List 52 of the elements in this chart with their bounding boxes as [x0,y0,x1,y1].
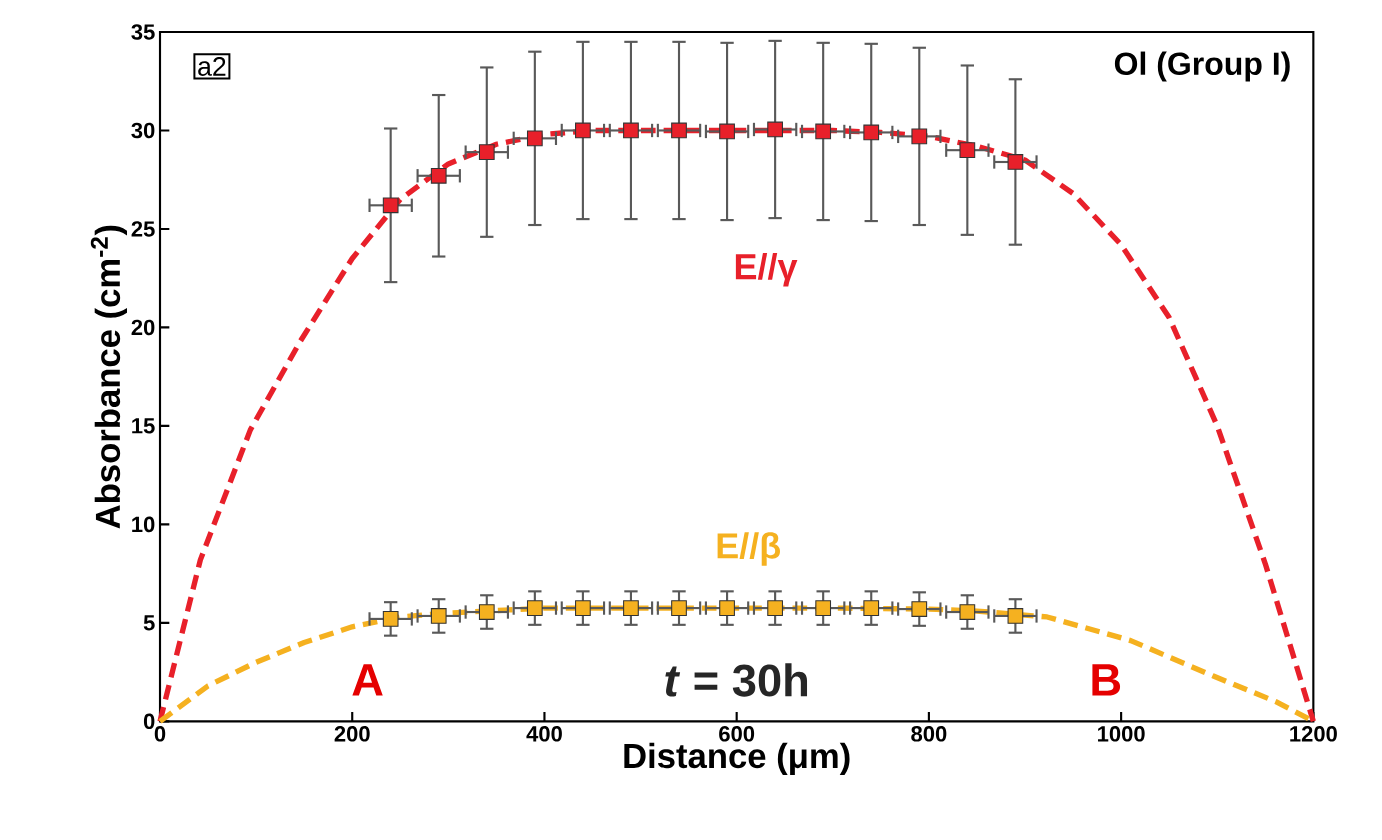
y-tick-label: 10 [132,516,155,533]
point [430,167,447,184]
point [863,600,880,616]
y-tick-label: 30 [131,122,155,139]
x-tick-label: 1200 [1290,726,1337,742]
y-tick-label: 0 [143,713,155,730]
point [382,611,399,627]
point [430,608,447,624]
point [815,123,832,140]
point [719,123,735,140]
point [526,600,543,616]
point [478,144,495,161]
point [671,600,687,616]
point [1007,608,1024,624]
point [719,600,735,616]
x-tick-label: 200 [334,726,370,742]
x-tick-label: 0 [154,726,166,742]
x-axis-title: Distance (μm) [624,742,850,776]
x-tick-label: 1000 [1098,726,1145,742]
text: E//γ [735,253,798,287]
y-tick-label: 35 [131,24,155,40]
point [1007,154,1024,170]
point [959,604,976,620]
point [815,600,832,616]
annotation: B [1092,664,1121,696]
x-tick-label: 600 [719,726,755,742]
annotation: A [352,664,383,696]
series-label: E//β [717,532,780,566]
annotation: t = 30h [665,663,808,697]
x-tick-label: 400 [526,726,562,742]
point [575,122,591,139]
point [526,130,543,147]
point [478,604,495,620]
y-tick-label: 25 [131,221,155,237]
point [671,122,687,139]
y-axis-title: Absorbance (cm$^{-2}$) [90,225,127,529]
point [911,128,928,145]
point [623,600,639,616]
y-tick-label: 5 [143,615,155,631]
y-tick-label: 15 [132,418,155,434]
point [767,121,783,138]
point [863,124,880,141]
annotation: a2 [198,57,226,76]
x-tick-label: 800 [911,726,947,742]
point [767,600,783,616]
y-tick-label: 20 [131,319,155,336]
point [911,601,928,617]
point [575,600,591,616]
point [623,122,639,139]
point [959,142,976,159]
annotation: Ol (Group I) [1114,51,1290,82]
point [382,197,399,214]
